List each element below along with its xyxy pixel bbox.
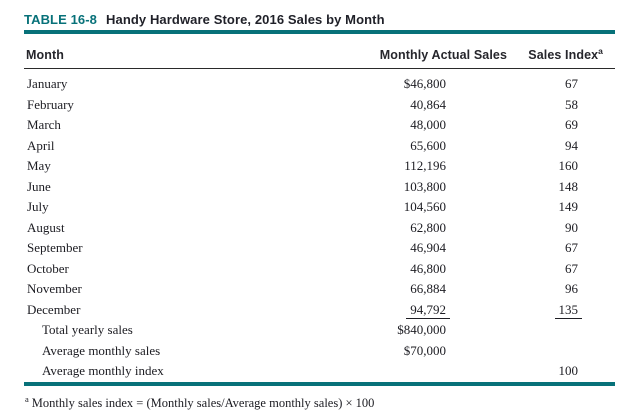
index-cell: 90: [565, 219, 578, 235]
month-cell: January: [27, 76, 68, 91]
sales-cell: $70,000: [403, 342, 446, 358]
footnote-text: Monthly sales index = (Monthly sales/Ave…: [31, 395, 375, 410]
index-cell: [509, 341, 615, 362]
table-title: TABLE 16-8 Handy Hardware Store, 2016 Sal…: [24, 0, 615, 27]
sales-cell: 40,864: [410, 96, 446, 112]
sales-cell: $840,000: [397, 322, 446, 337]
month-cell: May: [27, 158, 51, 173]
index-cell: 94: [565, 137, 578, 153]
table-number: TABLE 16-8: [24, 12, 97, 27]
month-cell: February: [27, 96, 74, 112]
column-header-month: Month: [24, 34, 264, 69]
index-cell: 67: [565, 260, 578, 276]
summary-row: Average monthly sales $70,000: [24, 341, 615, 362]
index-cell: 148: [558, 178, 579, 194]
sales-cell: 103,800: [403, 178, 446, 194]
column-header-index-label: Sales Index: [528, 48, 599, 62]
table-figure: TABLE 16-8 Handy Hardware Store, 2016 Sal…: [24, 0, 615, 411]
month-cell: April: [27, 137, 55, 153]
column-header-sales: Monthly Actual Sales: [264, 34, 509, 69]
sales-cell: 94,792: [264, 300, 509, 321]
summary-label-cell: Average monthly index: [42, 363, 164, 378]
index-cell: 149: [558, 199, 579, 214]
summary-row: Total yearly sales $840,000: [24, 320, 615, 341]
sales-cell: 65,600: [410, 137, 446, 153]
footnote-marker: a: [25, 393, 29, 404]
index-cell: 58: [565, 96, 578, 112]
sales-cell: $46,800: [403, 76, 446, 91]
month-cell: March: [27, 117, 61, 132]
summary-label-cell: Average monthly sales: [42, 342, 161, 358]
table-row: January $46,800 67: [24, 69, 615, 95]
sales-cell: 112,196: [404, 158, 446, 173]
month-cell: June: [27, 178, 51, 194]
summary-label-cell: Total yearly sales: [42, 322, 133, 337]
table-row: November 66,884 96: [24, 279, 615, 300]
table-row: June 103,800 148: [24, 177, 615, 198]
index-cell: [509, 320, 615, 341]
table-caption: Handy Hardware Store, 2016 Sales by Mont…: [106, 12, 385, 27]
index-cell: 160: [558, 158, 579, 173]
month-cell: July: [27, 199, 49, 214]
month-cell: August: [27, 219, 65, 235]
header-row: Month Monthly Actual Sales Sales Indexa: [24, 34, 615, 69]
bottom-rule: [24, 381, 615, 386]
table-header: Month Monthly Actual Sales Sales Indexa: [24, 34, 615, 69]
sales-table: Month Monthly Actual Sales Sales Indexa …: [24, 34, 615, 382]
table-row: July 104,560 149: [24, 197, 615, 218]
index-cell-underlined-value: 135: [554, 302, 582, 319]
table-body: January $46,800 67 February 40,864 58 March 48,…: [24, 69, 615, 382]
table-row: May 112,196 160: [24, 156, 615, 177]
sales-cell: 66,884: [410, 281, 446, 296]
month-cell: September: [27, 240, 83, 255]
index-cell: 69: [565, 117, 578, 132]
top-rule: [24, 30, 615, 34]
index-cell: 100: [558, 363, 579, 378]
index-cell: 67: [565, 76, 578, 91]
table-row: October 46,800 67: [24, 259, 615, 280]
month-cell: November: [27, 281, 82, 296]
summary-row: Average monthly index 100: [24, 361, 615, 382]
table-row: February 40,864 58: [24, 95, 615, 116]
index-superscript: a: [598, 45, 603, 56]
index-cell: 96: [565, 281, 578, 296]
month-cell: December: [27, 301, 81, 317]
sales-cell: 62,800: [410, 219, 446, 235]
sales-cell: [264, 361, 509, 382]
sales-cell: 46,904: [410, 240, 446, 255]
index-cell: 67: [565, 240, 578, 255]
sales-cell: 46,800: [410, 260, 446, 276]
table-row: August 62,800 90: [24, 218, 615, 239]
table-row: December 94,792 135: [24, 300, 615, 321]
sales-cell: 104,560: [403, 199, 446, 214]
sales-cell-underlined-value: 94,792: [406, 302, 450, 319]
table-row: April 65,600 94: [24, 136, 615, 157]
column-header-index: Sales Indexa: [509, 34, 615, 69]
footnote: a Monthly sales index = (Monthly sales/Av…: [24, 392, 615, 411]
table-row: March 48,000 69: [24, 115, 615, 136]
index-cell: 135: [509, 300, 615, 321]
sales-cell: 48,000: [410, 117, 446, 132]
month-cell: October: [27, 260, 69, 276]
table-row: September 46,904 67: [24, 238, 615, 259]
